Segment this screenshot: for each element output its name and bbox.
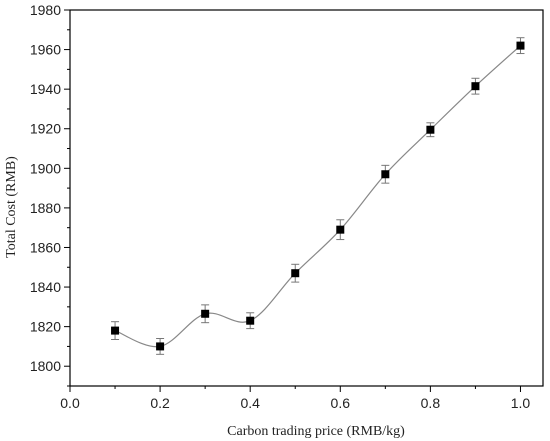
plot-frame	[69, 9, 544, 387]
x-tick-label: 0.4	[240, 395, 260, 411]
data-point	[291, 269, 300, 278]
markers	[111, 41, 525, 351]
ticks: 0.0 0.2 0.4 0.6 0.8 1.0 1800 1820 1840 1860 1880 19…	[30, 2, 531, 411]
x-tick-label: 0.6	[331, 395, 351, 411]
data-point	[246, 316, 255, 325]
y-tick-label: 1820	[30, 319, 61, 335]
y-tick-label: 1980	[30, 2, 61, 18]
data-point	[516, 41, 525, 50]
data-point	[111, 326, 120, 335]
axes	[69, 9, 544, 387]
data-point	[471, 82, 480, 91]
x-tick-label: 1.0	[511, 395, 531, 411]
series-line	[114, 45, 521, 348]
x-tick-label: 0.8	[421, 395, 441, 411]
y-tick-label: 1800	[30, 358, 61, 374]
x-tick-label: 0.2	[150, 395, 170, 411]
data-point	[381, 170, 390, 179]
error-bars	[111, 37, 525, 355]
x-tick-label: 0.0	[60, 395, 80, 411]
y-tick-label: 1900	[30, 160, 61, 176]
series-line-group	[114, 45, 521, 348]
y-tick-label: 1940	[30, 81, 61, 97]
y-tick-label: 1860	[30, 239, 61, 255]
y-axis-title: Total Cost (RMB)	[4, 156, 19, 258]
x-axis-title: Carbon trading price (RMB/kg)	[227, 424, 405, 439]
data-point	[426, 125, 435, 134]
data-point	[336, 225, 345, 234]
data-point	[201, 309, 210, 318]
y-tick-label: 1840	[30, 279, 61, 295]
y-tick-label: 1920	[30, 121, 61, 137]
y-tick-label: 1960	[30, 42, 61, 58]
y-tick-label: 1880	[30, 200, 61, 216]
data-point	[156, 342, 165, 351]
